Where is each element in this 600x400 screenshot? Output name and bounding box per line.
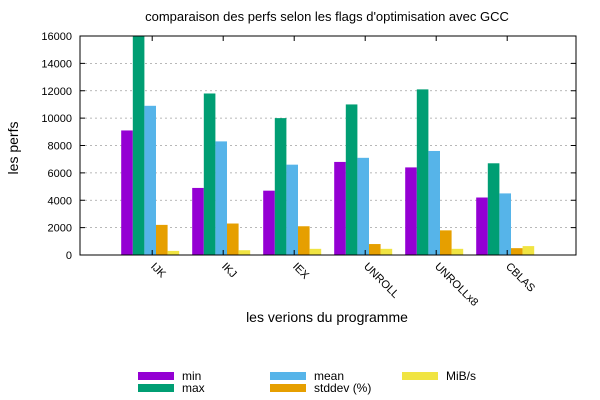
bar-mean xyxy=(357,157,369,255)
bar-stddev- xyxy=(440,230,452,255)
bar-mib-s xyxy=(522,246,535,255)
legend-item: mean xyxy=(270,369,344,383)
chart-title: comparaison des perfs selon les flags d'… xyxy=(145,9,509,24)
legend-swatch xyxy=(138,384,174,392)
y-tick-label: 14000 xyxy=(41,58,72,70)
bar-stddev- xyxy=(156,224,168,255)
legend-item: max xyxy=(138,381,205,395)
y-tick-label: 10000 xyxy=(41,113,72,125)
bar-min xyxy=(121,130,133,255)
bars xyxy=(121,36,535,256)
bar-mean xyxy=(286,164,298,255)
bar-max xyxy=(416,89,429,255)
y-tick-label: 16000 xyxy=(41,31,72,43)
legend-label: mean xyxy=(314,369,344,383)
legend-swatch xyxy=(402,372,438,380)
legend-swatch xyxy=(138,372,174,380)
y-tick-label: 4000 xyxy=(48,195,72,207)
legend-item: stddev (%) xyxy=(270,381,371,395)
x-axis-label: les verions du programme xyxy=(246,309,408,325)
bar-mean xyxy=(144,105,156,256)
legend-item: MiB/s xyxy=(402,369,476,383)
bar-min xyxy=(476,197,488,255)
bar-mib-s xyxy=(451,248,464,255)
legend-swatch xyxy=(270,372,306,380)
legend-item: min xyxy=(138,369,201,383)
bar-stddev- xyxy=(298,226,310,255)
bar-max xyxy=(487,163,500,255)
y-tick-label: 0 xyxy=(66,250,72,262)
y-tick-label: 6000 xyxy=(48,168,72,180)
bar-min xyxy=(334,161,346,255)
bar-stddev- xyxy=(227,223,239,255)
bar-max xyxy=(203,93,216,255)
bar-max xyxy=(274,118,287,255)
legend-swatch xyxy=(270,384,306,392)
bar-mean xyxy=(428,150,440,255)
bar-mean xyxy=(499,193,511,255)
bar-min xyxy=(263,190,275,255)
legend-label: min xyxy=(182,369,201,383)
bar-min xyxy=(192,187,204,255)
bar-min xyxy=(405,167,417,255)
y-tick-label: 8000 xyxy=(48,141,72,153)
bar-mib-s xyxy=(309,248,322,255)
bar-stddev- xyxy=(369,244,381,255)
y-tick-label: 12000 xyxy=(41,86,72,98)
legend-label: stddev (%) xyxy=(314,381,371,395)
bar-max xyxy=(345,104,358,255)
bar-stddev- xyxy=(511,248,523,255)
bar-mib-s xyxy=(238,250,251,255)
bar-mib-s xyxy=(167,250,180,255)
bar-mean xyxy=(215,141,227,255)
legend-label: MiB/s xyxy=(446,369,476,383)
y-tick-label: 2000 xyxy=(48,223,72,235)
bar-mib-s xyxy=(380,248,393,255)
y-axis-label: les perfs xyxy=(5,122,21,175)
legend-label: max xyxy=(182,381,205,395)
bar-max xyxy=(132,36,145,255)
